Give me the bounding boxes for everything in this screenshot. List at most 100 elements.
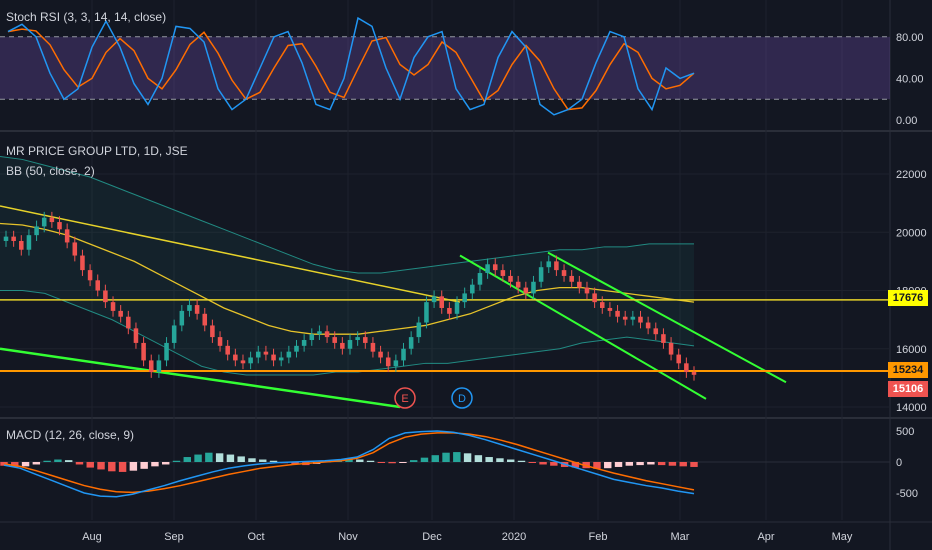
symbol-title: MR PRICE GROUP LTD, 1D, JSE bbox=[6, 144, 188, 158]
macd-hist-bar bbox=[54, 459, 62, 462]
candle-body bbox=[255, 351, 261, 358]
macd-hist-bar bbox=[366, 460, 375, 462]
macd-hist-bar bbox=[21, 462, 30, 467]
stoch-k-line bbox=[7, 16, 695, 116]
candle-body bbox=[148, 360, 154, 373]
candle-body bbox=[454, 302, 460, 314]
macd-hist-bar bbox=[442, 452, 450, 462]
candle-body bbox=[103, 290, 108, 303]
candle-body bbox=[263, 351, 269, 355]
macd-hist-bar bbox=[604, 462, 612, 469]
price-y-tick-label: 20000 bbox=[896, 227, 927, 239]
macd-hist-bar bbox=[539, 462, 547, 465]
last-price-badge: 15106 bbox=[888, 381, 928, 397]
candle-body bbox=[309, 334, 315, 341]
macd-hist-bar bbox=[614, 462, 623, 467]
candle-body bbox=[141, 342, 146, 361]
macd-hist-bar bbox=[571, 462, 580, 468]
annotation-d-circle bbox=[451, 387, 473, 409]
candle-body bbox=[668, 342, 674, 355]
candle-body bbox=[126, 316, 131, 329]
candle-body bbox=[26, 235, 32, 250]
resistance-price-badge: 17676 bbox=[888, 290, 928, 306]
macd-hist-bar bbox=[647, 462, 655, 465]
macd-hist-bar bbox=[97, 462, 105, 470]
macd-hist-bar bbox=[43, 460, 51, 462]
macd-y-tick-label: 0 bbox=[896, 457, 902, 469]
candle-body bbox=[684, 363, 689, 373]
macd-hist-bar bbox=[463, 453, 472, 462]
macd-title: MACD (12, 26, close, 9) bbox=[6, 428, 135, 442]
candle-body bbox=[561, 270, 567, 276]
candle-body bbox=[87, 270, 93, 281]
macd-hist-bar bbox=[593, 462, 601, 469]
stoch-y-tick-label: 40.00 bbox=[896, 73, 924, 85]
bb-indicator-title: BB (50, close, 2) bbox=[6, 164, 95, 178]
bb-fill bbox=[0, 156, 694, 375]
candle-body bbox=[286, 351, 292, 358]
x-tick-label: May bbox=[832, 531, 853, 543]
candle-body bbox=[378, 351, 383, 358]
candle-body bbox=[156, 360, 162, 373]
stoch-y-tick-label: 80.00 bbox=[896, 32, 924, 44]
candle-body bbox=[3, 236, 9, 241]
annotation-e-label: E bbox=[401, 393, 408, 405]
candle-body bbox=[301, 340, 307, 346]
macd-signal-line bbox=[3, 432, 695, 494]
candle-body bbox=[485, 264, 490, 274]
macd-y-tick-label: -500 bbox=[896, 488, 918, 500]
candle-body bbox=[187, 305, 192, 311]
macd-hist-bar bbox=[248, 458, 256, 462]
x-tick-label: Aug bbox=[82, 531, 102, 543]
stoch-d-line bbox=[7, 28, 695, 111]
candle-body bbox=[531, 281, 536, 294]
macd-hist-bar bbox=[129, 462, 138, 471]
macd-hist-bar bbox=[345, 458, 353, 462]
macd-line bbox=[3, 430, 695, 498]
candle-body bbox=[691, 372, 697, 375]
candle-body bbox=[248, 357, 253, 364]
candle-body bbox=[324, 331, 330, 338]
macd-hist-bar bbox=[291, 462, 299, 465]
candle-body bbox=[554, 261, 559, 271]
stoch-band-fill bbox=[0, 36, 890, 100]
candle-body bbox=[340, 342, 345, 349]
macd-hist-bar bbox=[668, 462, 677, 466]
x-tick-label: Dec bbox=[422, 531, 442, 543]
macd-hist-bar bbox=[679, 462, 687, 467]
candle-body bbox=[118, 310, 123, 317]
candle-body bbox=[95, 280, 101, 291]
candle-body bbox=[385, 357, 391, 367]
candle-body bbox=[332, 337, 337, 343]
candle-body bbox=[546, 261, 552, 268]
price-y-tick-label: 14000 bbox=[896, 402, 927, 414]
candle-body bbox=[630, 316, 636, 320]
candle-body bbox=[592, 293, 597, 303]
lower-trendline-green bbox=[0, 347, 401, 409]
macd-hist-bar bbox=[215, 453, 224, 462]
macd-hist-bar bbox=[269, 460, 278, 462]
candle-body bbox=[599, 302, 605, 308]
candle-body bbox=[317, 331, 322, 335]
candle-body bbox=[645, 322, 651, 329]
x-tick-label: Sep bbox=[164, 531, 184, 543]
candle-body bbox=[508, 275, 513, 282]
candle-body bbox=[515, 281, 521, 288]
candle-body bbox=[370, 342, 376, 352]
stoch-rsi-title: Stoch RSI (3, 3, 14, 14, close) bbox=[6, 10, 167, 24]
candle-body bbox=[622, 316, 628, 320]
candle-body bbox=[225, 345, 230, 355]
candlestick-series bbox=[3, 211, 697, 381]
macd-hist-bar bbox=[118, 462, 127, 472]
candle-body bbox=[11, 236, 16, 241]
macd-hist-bar bbox=[151, 462, 159, 467]
candle-body bbox=[164, 342, 169, 361]
descending-trendline-yellow bbox=[0, 205, 461, 303]
price-y-tick-label: 16000 bbox=[896, 344, 927, 356]
candle-body bbox=[676, 354, 681, 364]
x-tick-label: Oct bbox=[247, 531, 264, 543]
candle-body bbox=[49, 217, 55, 223]
macd-hist-bar bbox=[108, 462, 116, 472]
macd-hist-bar bbox=[517, 460, 526, 462]
